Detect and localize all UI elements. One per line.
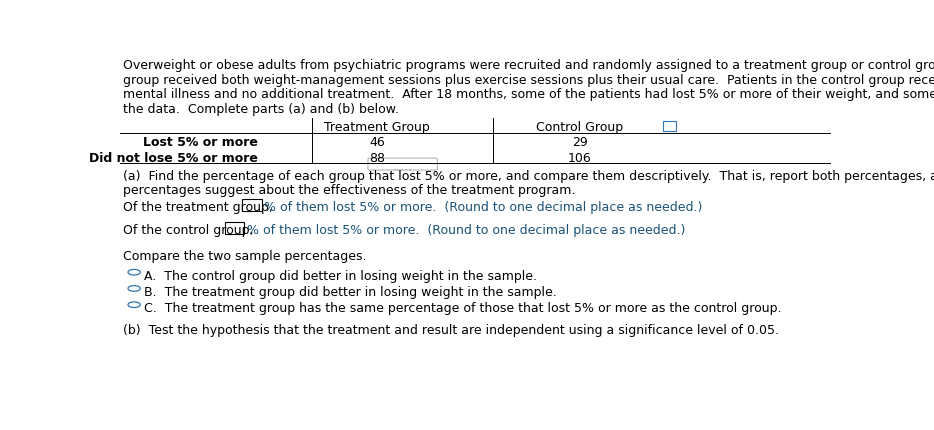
Text: A.  The control group did better in losing weight in the sample.: A. The control group did better in losin… bbox=[144, 269, 537, 282]
Text: % of them lost 5% or more.  (Round to one decimal place as needed.): % of them lost 5% or more. (Round to one… bbox=[247, 224, 686, 237]
Bar bbox=[224, 223, 244, 235]
Text: 106: 106 bbox=[568, 152, 592, 165]
Text: Control Group: Control Group bbox=[536, 121, 624, 134]
Text: Did not lose 5% or more: Did not lose 5% or more bbox=[89, 152, 258, 165]
Text: B.  The treatment group did better in losing weight in the sample.: B. The treatment group did better in los… bbox=[144, 286, 557, 298]
Text: Of the treatment group,: Of the treatment group, bbox=[122, 201, 273, 214]
FancyBboxPatch shape bbox=[368, 159, 437, 171]
Text: Of the control group,: Of the control group, bbox=[122, 224, 253, 237]
Text: 46: 46 bbox=[370, 136, 385, 149]
Text: the data.  Complete parts (a) and (b) below.: the data. Complete parts (a) and (b) bel… bbox=[122, 103, 399, 116]
Text: percentages suggest about the effectiveness of the treatment program.: percentages suggest about the effectiven… bbox=[122, 184, 575, 197]
Text: Treatment Group: Treatment Group bbox=[324, 121, 431, 134]
Text: Lost 5% or more: Lost 5% or more bbox=[143, 136, 258, 149]
Text: % of them lost 5% or more.  (Round to one decimal place as needed.): % of them lost 5% or more. (Round to one… bbox=[264, 201, 702, 214]
Circle shape bbox=[128, 302, 140, 308]
Text: Overweight or obese adults from psychiatric programs were recruited and randomly: Overweight or obese adults from psychiat… bbox=[122, 59, 934, 72]
Text: .....: ..... bbox=[392, 160, 413, 172]
Text: (a)  Find the percentage of each group that lost 5% or more, and compare them de: (a) Find the percentage of each group th… bbox=[122, 170, 934, 183]
Text: C.  The treatment group has the same percentage of those that lost 5% or more as: C. The treatment group has the same perc… bbox=[144, 302, 782, 315]
Circle shape bbox=[128, 286, 140, 292]
Text: group received both weight-management sessions plus exercise sessions plus their: group received both weight-management se… bbox=[122, 74, 934, 86]
Bar bbox=[242, 200, 262, 212]
Text: 29: 29 bbox=[573, 136, 587, 149]
Circle shape bbox=[128, 270, 140, 275]
Bar bbox=[663, 121, 675, 131]
Text: Compare the two sample percentages.: Compare the two sample percentages. bbox=[122, 249, 366, 262]
Text: 88: 88 bbox=[369, 152, 386, 165]
Text: mental illness and no additional treatment.  After 18 months, some of the patien: mental illness and no additional treatme… bbox=[122, 88, 934, 101]
Text: (b)  Test the hypothesis that the treatment and result are independent using a s: (b) Test the hypothesis that the treatme… bbox=[122, 323, 779, 336]
